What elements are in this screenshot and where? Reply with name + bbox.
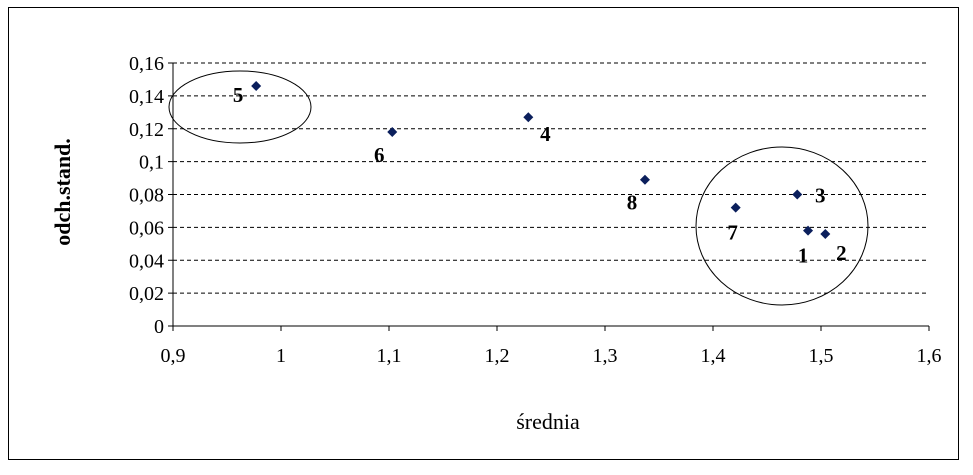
annotation-ellipse xyxy=(695,146,869,306)
x-tick-label: 0,9 xyxy=(161,345,186,367)
data-points xyxy=(251,81,831,239)
gridlines xyxy=(173,62,929,294)
y-tick-label: 0 xyxy=(154,316,164,338)
x-tick-label: 1,3 xyxy=(593,345,618,367)
data-point xyxy=(820,228,831,239)
x-tick-label: 1,2 xyxy=(485,345,510,367)
x-tick-label: 1,4 xyxy=(701,345,726,367)
y-tick-label: 0,02 xyxy=(129,283,164,305)
data-point xyxy=(803,225,814,236)
point-label: 6 xyxy=(374,143,385,167)
x-tick-label: 1,6 xyxy=(917,345,942,367)
y-tick-label: 0,08 xyxy=(129,185,164,207)
data-point xyxy=(639,174,650,185)
point-label: 2 xyxy=(836,241,847,265)
point-label: 1 xyxy=(798,244,809,268)
point-label: 4 xyxy=(540,122,551,146)
point-label: 3 xyxy=(815,184,826,208)
point-label: 5 xyxy=(233,83,244,107)
y-axis-title: odch.stand. xyxy=(50,138,75,246)
point-label: 7 xyxy=(727,221,738,245)
y-tick-label: 0,12 xyxy=(129,119,164,141)
x-tick-label: 1,5 xyxy=(809,345,834,367)
x-tick-label: 1 xyxy=(276,345,286,367)
point-labels: 1 2 3 4 5 6 7 8 xyxy=(233,83,847,268)
x-axis-title: średnia xyxy=(516,409,580,434)
data-point xyxy=(387,127,398,138)
y-tick-label: 0,1 xyxy=(139,152,164,174)
data-point xyxy=(730,202,741,213)
y-tick-label: 0,16 xyxy=(129,53,164,75)
axes xyxy=(168,62,930,331)
y-tick-label: 0,04 xyxy=(129,250,164,272)
chart-frame xyxy=(8,7,959,460)
annotation-ellipse xyxy=(168,70,312,144)
annotation-ellipses xyxy=(168,70,869,306)
point-label: 8 xyxy=(627,191,638,215)
x-tick-label: 1,1 xyxy=(377,345,402,367)
tick-labels: 0 0,02 0,04 0,06 0,08 0,1 0,12 0,14 0,16 0,9 1 1,1 1… xyxy=(129,53,942,367)
data-point xyxy=(523,112,534,123)
y-tick-label: 0,06 xyxy=(129,217,164,239)
data-point xyxy=(792,189,803,200)
y-tick-label: 0,14 xyxy=(129,86,164,108)
data-point xyxy=(251,81,262,92)
